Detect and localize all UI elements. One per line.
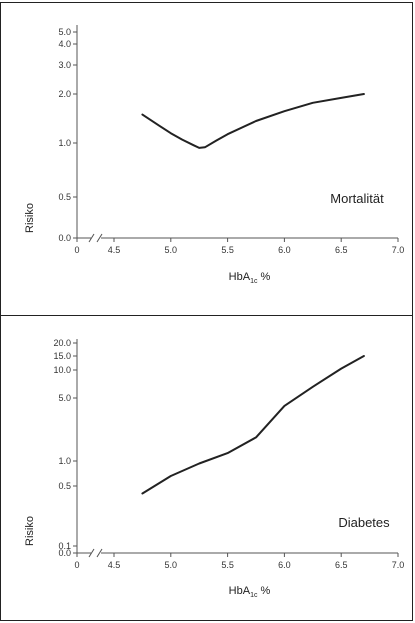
x-tick-label: 0 <box>74 560 79 570</box>
y-tick-label: 1.0 <box>58 138 71 148</box>
y-tick-label: 0.1 <box>58 541 71 551</box>
x-axis-title-main: HbA <box>229 585 251 597</box>
y-tick-label: 20.0 <box>53 338 71 348</box>
x-tick-label: 5.5 <box>221 560 234 570</box>
risk-curve <box>141 355 365 495</box>
x-tick-label: 7.0 <box>392 560 405 570</box>
axis-break-mark <box>96 233 103 243</box>
x-tick-label: 4.5 <box>108 560 121 570</box>
axis-break-mark <box>96 548 103 558</box>
y-tick-label: 3.0 <box>58 60 71 70</box>
x-tick-label: 6.5 <box>335 245 348 255</box>
y-tick-label: 1.0 <box>58 456 71 466</box>
y-tick-label: 0.0 <box>58 548 71 558</box>
axis-break-mark <box>88 548 95 558</box>
x-axis-title-sub: 1c <box>250 592 258 599</box>
x-axis-title: HbA1c % <box>229 585 271 599</box>
x-axis-title-unit: % <box>257 585 270 597</box>
y-tick-label: 0.0 <box>58 233 71 243</box>
risk-curve <box>141 93 365 149</box>
diabetes-panel: 0 4.5 5.0 5.5 6.0 6.5 7.0 0.0 0.1 0.5 1.0 5.0 10.0 15… <box>0 316 413 621</box>
y-tick-label: 5.0 <box>58 27 71 37</box>
x-axis-title: HbA1c % <box>229 271 271 285</box>
y-tick-label: 0.5 <box>58 192 71 202</box>
axis-break-mark <box>88 233 95 243</box>
x-tick-label: 6.0 <box>278 560 291 570</box>
series-annotation: Mortalität <box>330 191 384 206</box>
y-tick-label: 2.0 <box>58 89 71 99</box>
x-tick-label: 5.0 <box>165 560 178 570</box>
x-tick-label: 6.5 <box>335 560 348 570</box>
y-tick-label: 10.0 <box>53 365 71 375</box>
x-tick-label: 7.0 <box>392 245 405 255</box>
x-axis-title-unit: % <box>257 271 270 283</box>
diabetes-chart: 0 4.5 5.0 5.5 6.0 6.5 7.0 0.00.1 0.5 1.0 5.0 10.0 15… <box>24 338 405 599</box>
y-tick-label: 4.0 <box>58 39 71 49</box>
series-annotation: Diabetes <box>338 515 390 530</box>
y-axis-title: Risiko <box>24 203 36 233</box>
x-tick-label: 6.0 <box>278 245 291 255</box>
x-tick-label: 5.0 <box>165 245 178 255</box>
x-tick-label: 5.5 <box>221 245 234 255</box>
x-axis-title-main: HbA <box>229 271 251 283</box>
x-axis-title-sub: 1c <box>250 278 258 285</box>
y-tick-label: 15.0 <box>53 351 71 361</box>
y-tick-label: 5.0 <box>58 393 71 403</box>
x-tick-label: 4.5 <box>108 245 121 255</box>
y-axis-title: Risiko <box>24 516 36 546</box>
y-tick-label: 0.5 <box>58 481 71 491</box>
mortality-chart: 0 4.5 5.0 5.5 6.0 6.5 7.0 0.0 0.5 1.0 2.0 3.0 4.0 5.0… <box>24 25 405 285</box>
x-tick-label: 0 <box>74 245 79 255</box>
mortality-panel: 0 4.5 5.0 5.5 6.0 6.5 7.0 0.0 0.5 1.0 2.0 3.0 4.0 5.0… <box>0 2 413 316</box>
